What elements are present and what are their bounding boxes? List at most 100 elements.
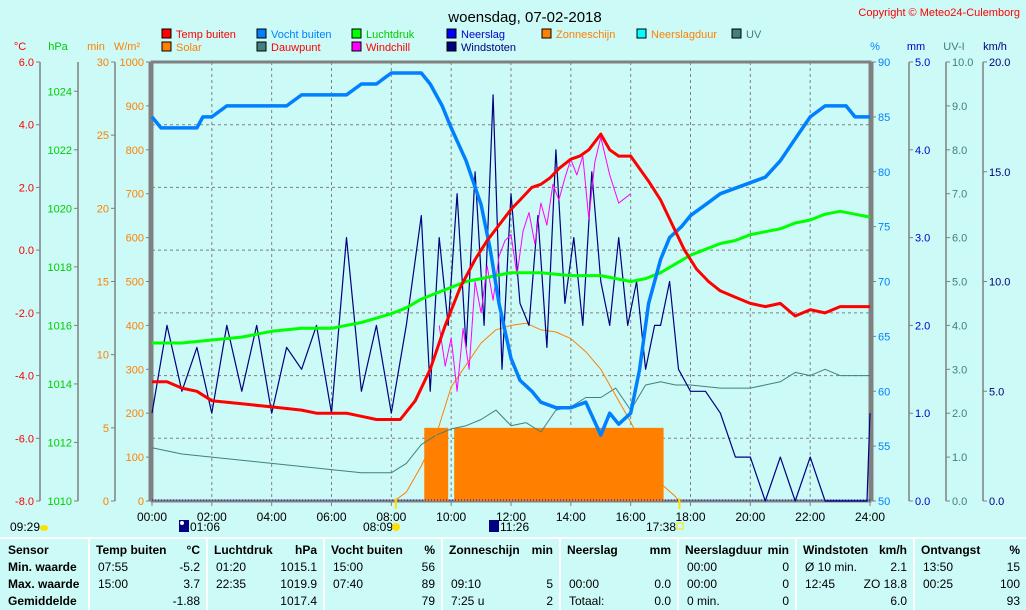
axis-tick-label: 50 xyxy=(878,496,890,508)
legend-label: Solar xyxy=(176,42,202,54)
axis-unit-label: mm xyxy=(907,41,925,53)
axis-tick-label: 900 xyxy=(126,101,144,113)
axis-tick-label: 15 xyxy=(97,277,109,289)
axis-tick-label: 400 xyxy=(126,320,144,332)
axis-tick-label: 800 xyxy=(126,145,144,157)
moonrise-time: 01:06 xyxy=(190,520,220,534)
summary-cell-value: 89 xyxy=(325,577,435,591)
axis-tick-label: 25 xyxy=(97,130,109,142)
axis-tick-label: 1.0 xyxy=(952,452,967,464)
series-zonneschijn-bar xyxy=(424,428,448,501)
axis-tick-label: 0.0 xyxy=(989,496,1004,508)
summary-cell-value: 56 xyxy=(325,560,435,574)
axis-tick-label: 1018 xyxy=(48,262,72,274)
legend-swatch-windstoten xyxy=(447,42,456,51)
summary-cell-value: 0 xyxy=(679,560,789,574)
axis-tick-label: 6.0 xyxy=(952,233,967,245)
axis-tick-label: 4.0 xyxy=(952,320,967,332)
axis-tick-label: 15.0 xyxy=(989,167,1010,179)
summary-cell-value: 0.0 xyxy=(561,594,671,608)
summary-row-label: Gemiddelde xyxy=(8,594,77,608)
legend-label: Dauwpunt xyxy=(271,42,321,54)
legend-label: Luchtdruk xyxy=(366,29,415,41)
summary-cell-value: 1019.9 xyxy=(208,577,317,591)
x-tick-label: 06:00 xyxy=(316,510,346,524)
axis-tick-label: 1016 xyxy=(48,320,72,332)
legend-swatch-windchill xyxy=(352,42,361,51)
axis-tick-label: 20 xyxy=(97,203,109,215)
legend-swatch-dauwpunt xyxy=(257,42,266,51)
summary-column-unit: min xyxy=(443,543,553,557)
axis-tick-label: 10.0 xyxy=(952,57,973,69)
legend-label: Zonneschijn xyxy=(556,29,615,41)
axis-tick-label: 0 xyxy=(138,496,144,508)
summary-cell-value: 93 xyxy=(915,594,1020,608)
summary-cell-value: 3.7 xyxy=(90,577,200,591)
sunrise-icon xyxy=(392,523,400,531)
legend-swatch-vocht-buiten xyxy=(257,29,266,38)
x-tick-label: 22:00 xyxy=(795,510,825,524)
summary-cell-value: 0 xyxy=(679,577,789,591)
summary-cell-value: ZO 18.8 xyxy=(797,577,907,591)
axis-tick-label: 5.0 xyxy=(989,386,1004,398)
chart-title: woensdag, 07-02-2018 xyxy=(447,9,601,26)
axis-tick-label: 1024 xyxy=(48,86,72,98)
legend-swatch-temp-buiten xyxy=(162,29,171,38)
axis-tick-label: 3.0 xyxy=(915,233,930,245)
axis-tick-label: 1000 xyxy=(120,57,144,69)
summary-column-unit: % xyxy=(915,543,1020,557)
axis-tick-label: -2.0 xyxy=(15,308,34,320)
x-tick-label: 16:00 xyxy=(616,510,646,524)
moon-transit-time: 11:26 xyxy=(500,520,529,534)
axis-unit-label: min xyxy=(87,41,105,53)
weather-chart: woensdag, 07-02-2018 Copyright © Meteo24… xyxy=(0,0,1026,537)
summary-column-unit: min xyxy=(679,543,789,557)
summary-cell-value: 15 xyxy=(915,560,1020,574)
axis-tick-label: 0.0 xyxy=(915,496,930,508)
axis-tick-label: 4.0 xyxy=(915,145,930,157)
x-tick-label: 14:00 xyxy=(556,510,586,524)
summary-cell-value: 100 xyxy=(915,577,1020,591)
axis-tick-label: 10 xyxy=(97,350,109,362)
legend-swatch-neerslagduur xyxy=(637,29,646,38)
summary-column-unit: % xyxy=(325,543,435,557)
moonset-icon xyxy=(40,525,48,531)
legend-swatch-neerslag xyxy=(447,29,456,38)
axis-tick-label: 700 xyxy=(126,189,144,201)
axis-tick-label: 200 xyxy=(126,408,144,420)
summary-cell-value: 0.0 xyxy=(561,577,671,591)
axis-tick-label: 4.0 xyxy=(19,120,34,132)
summary-cell-value: 6.0 xyxy=(797,594,907,608)
axis-tick-label: 0 xyxy=(103,496,109,508)
sunset-time: 17:38 xyxy=(646,520,676,534)
summary-cell-value: 79 xyxy=(325,594,435,608)
summary-header-sensor: Sensor xyxy=(8,543,49,557)
moon-transit-icon xyxy=(489,520,499,532)
axis-tick-label: 100 xyxy=(126,452,144,464)
axis-tick-label: 500 xyxy=(126,277,144,289)
axis-tick-label: 8.0 xyxy=(952,145,967,157)
axis-tick-label: 1010 xyxy=(48,496,72,508)
axis-tick-label: -6.0 xyxy=(15,433,34,445)
legend-label: UV xyxy=(746,29,762,41)
axis-tick-label: 90 xyxy=(878,57,890,69)
summary-cell-value: 1017.4 xyxy=(208,594,317,608)
x-tick-label: 20:00 xyxy=(735,510,765,524)
legend-label: Neerslag xyxy=(461,29,505,41)
summary-column-unit: °C xyxy=(90,543,200,557)
summary-row-label: Min. waarde xyxy=(8,560,77,574)
summary-cell-value: 0 xyxy=(679,594,789,608)
summary-cell-value: -5.2 xyxy=(90,560,200,574)
x-tick-label: 18:00 xyxy=(675,510,705,524)
axis-tick-label: -8.0 xyxy=(15,496,34,508)
legend-swatch-uv xyxy=(732,29,741,38)
axis-tick-label: -4.0 xyxy=(15,371,34,383)
axis-tick-label: 0.0 xyxy=(952,496,967,508)
summary-cell-value: 2 xyxy=(443,594,553,608)
